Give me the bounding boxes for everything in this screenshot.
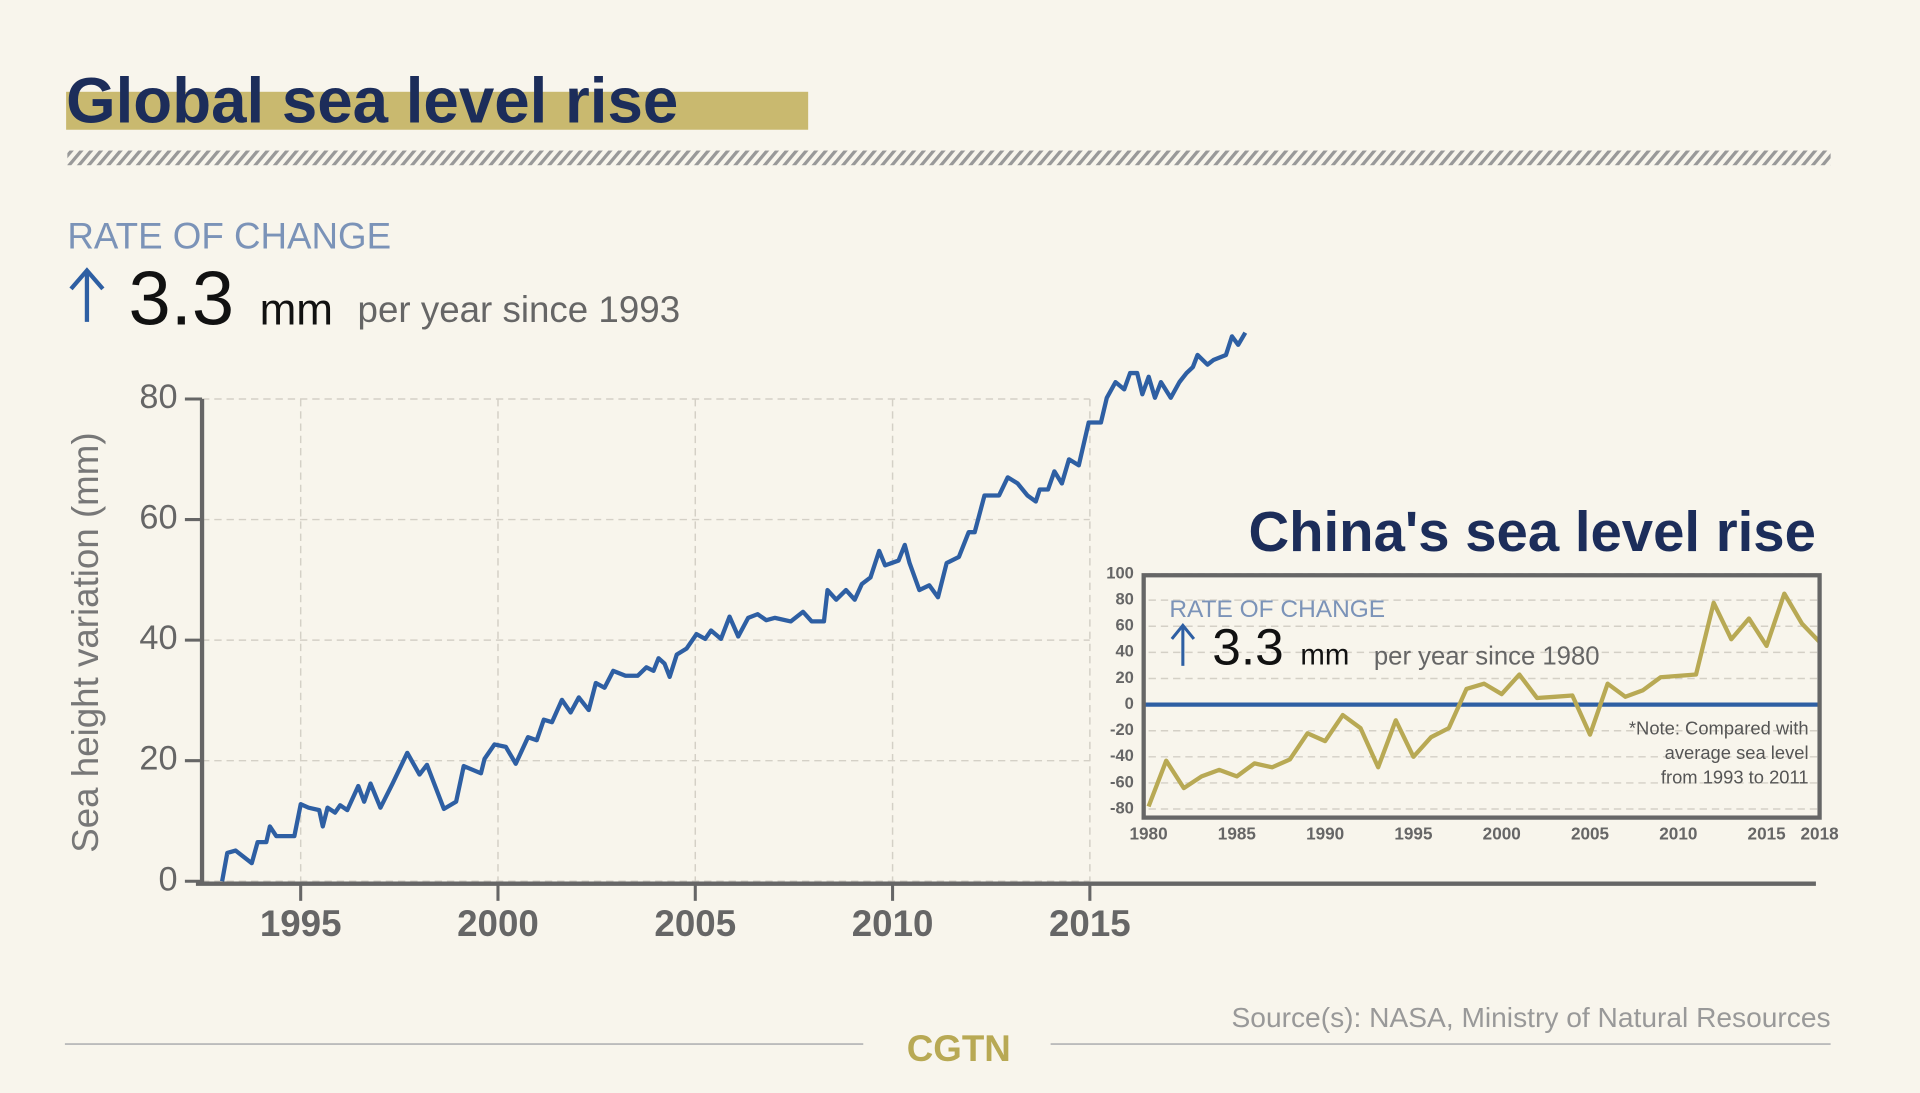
- y-tick-label: 40: [139, 619, 177, 657]
- x-tick-label: 2000: [457, 903, 539, 944]
- inset-rate-since: per year since 1980: [1374, 643, 1600, 671]
- note: from 1993 to 2011: [1661, 766, 1809, 787]
- rate-label: RATE OF CHANGE: [67, 215, 391, 256]
- brand: CGTN: [907, 1028, 1011, 1069]
- source: Source(s): NASA, Ministry of Natural Res…: [1232, 1002, 1831, 1033]
- title: Global sea level rise: [66, 65, 678, 136]
- inset-frame: [1141, 573, 1822, 820]
- inset-background: [1095, 489, 1831, 863]
- x-tick-label: 1995: [260, 903, 342, 944]
- x-tick-label: 2005: [654, 903, 736, 944]
- rate-value: 3.3: [129, 256, 235, 341]
- y-tick-label: 80: [1115, 590, 1133, 609]
- rate-unit: mm: [260, 285, 333, 334]
- up-arrow: [69, 267, 105, 322]
- x-tick-label: 1990: [1306, 823, 1344, 843]
- hatched-divider: [67, 150, 1831, 166]
- y-tick-label: -60: [1110, 772, 1134, 791]
- y-tick-label: 20: [139, 740, 177, 778]
- y-tick-label: 0: [1125, 694, 1134, 713]
- y-tick-label: 0: [158, 860, 177, 898]
- inset-rate-value: 3.3: [1212, 618, 1283, 676]
- x-tick-label: 1985: [1218, 823, 1257, 843]
- y-tick-label: 60: [1115, 616, 1133, 635]
- y-tick-label: -20: [1110, 720, 1134, 739]
- x-tick-label: 2005: [1571, 823, 1610, 843]
- inset-rate-unit: mm: [1300, 639, 1349, 672]
- inset-chart: 100 80 60 40 20 0 -20 -40 -60 -80 1980 1985 1990 1995…: [1106, 563, 1838, 843]
- inset-title: China's sea level rise: [1248, 500, 1815, 563]
- y-tick-label: -40: [1110, 746, 1134, 765]
- inset-up-arrow: [1170, 623, 1196, 666]
- x-tick-label: 2015: [1049, 903, 1131, 944]
- x-tick-label: 2010: [852, 903, 934, 944]
- x-tick-label: 2000: [1483, 823, 1521, 843]
- inset-rate-label: RATE OF CHANGE: [1169, 596, 1385, 623]
- y-tick-label: 20: [1115, 668, 1133, 687]
- x-tick-label: 2015: [1748, 823, 1787, 843]
- y-tick-label: 60: [139, 499, 177, 537]
- title-highlight: [66, 91, 809, 130]
- x-tick-label: 1995: [1394, 823, 1433, 843]
- x-tick-label: 2018: [1801, 823, 1839, 843]
- y-tick-label: 80: [139, 378, 177, 416]
- x-tick-label: 1980: [1130, 823, 1168, 843]
- main-chart: 0 20 40 60 80 1995 2000 2005 2010 2015: [139, 331, 1816, 944]
- y-tick-label: 100: [1106, 563, 1134, 582]
- note: average sea level: [1665, 742, 1809, 763]
- data-line: [1146, 591, 1822, 808]
- x-tick-label: 2010: [1659, 823, 1697, 843]
- rate-since: per year since 1993: [358, 289, 681, 330]
- y-tick-label: -80: [1110, 798, 1134, 817]
- y-axis-label: Sea height variation (mm): [65, 432, 106, 852]
- y-tick-label: 40: [1115, 642, 1133, 661]
- data-line: [220, 331, 1248, 882]
- note: *Note: Compared with: [1629, 717, 1809, 738]
